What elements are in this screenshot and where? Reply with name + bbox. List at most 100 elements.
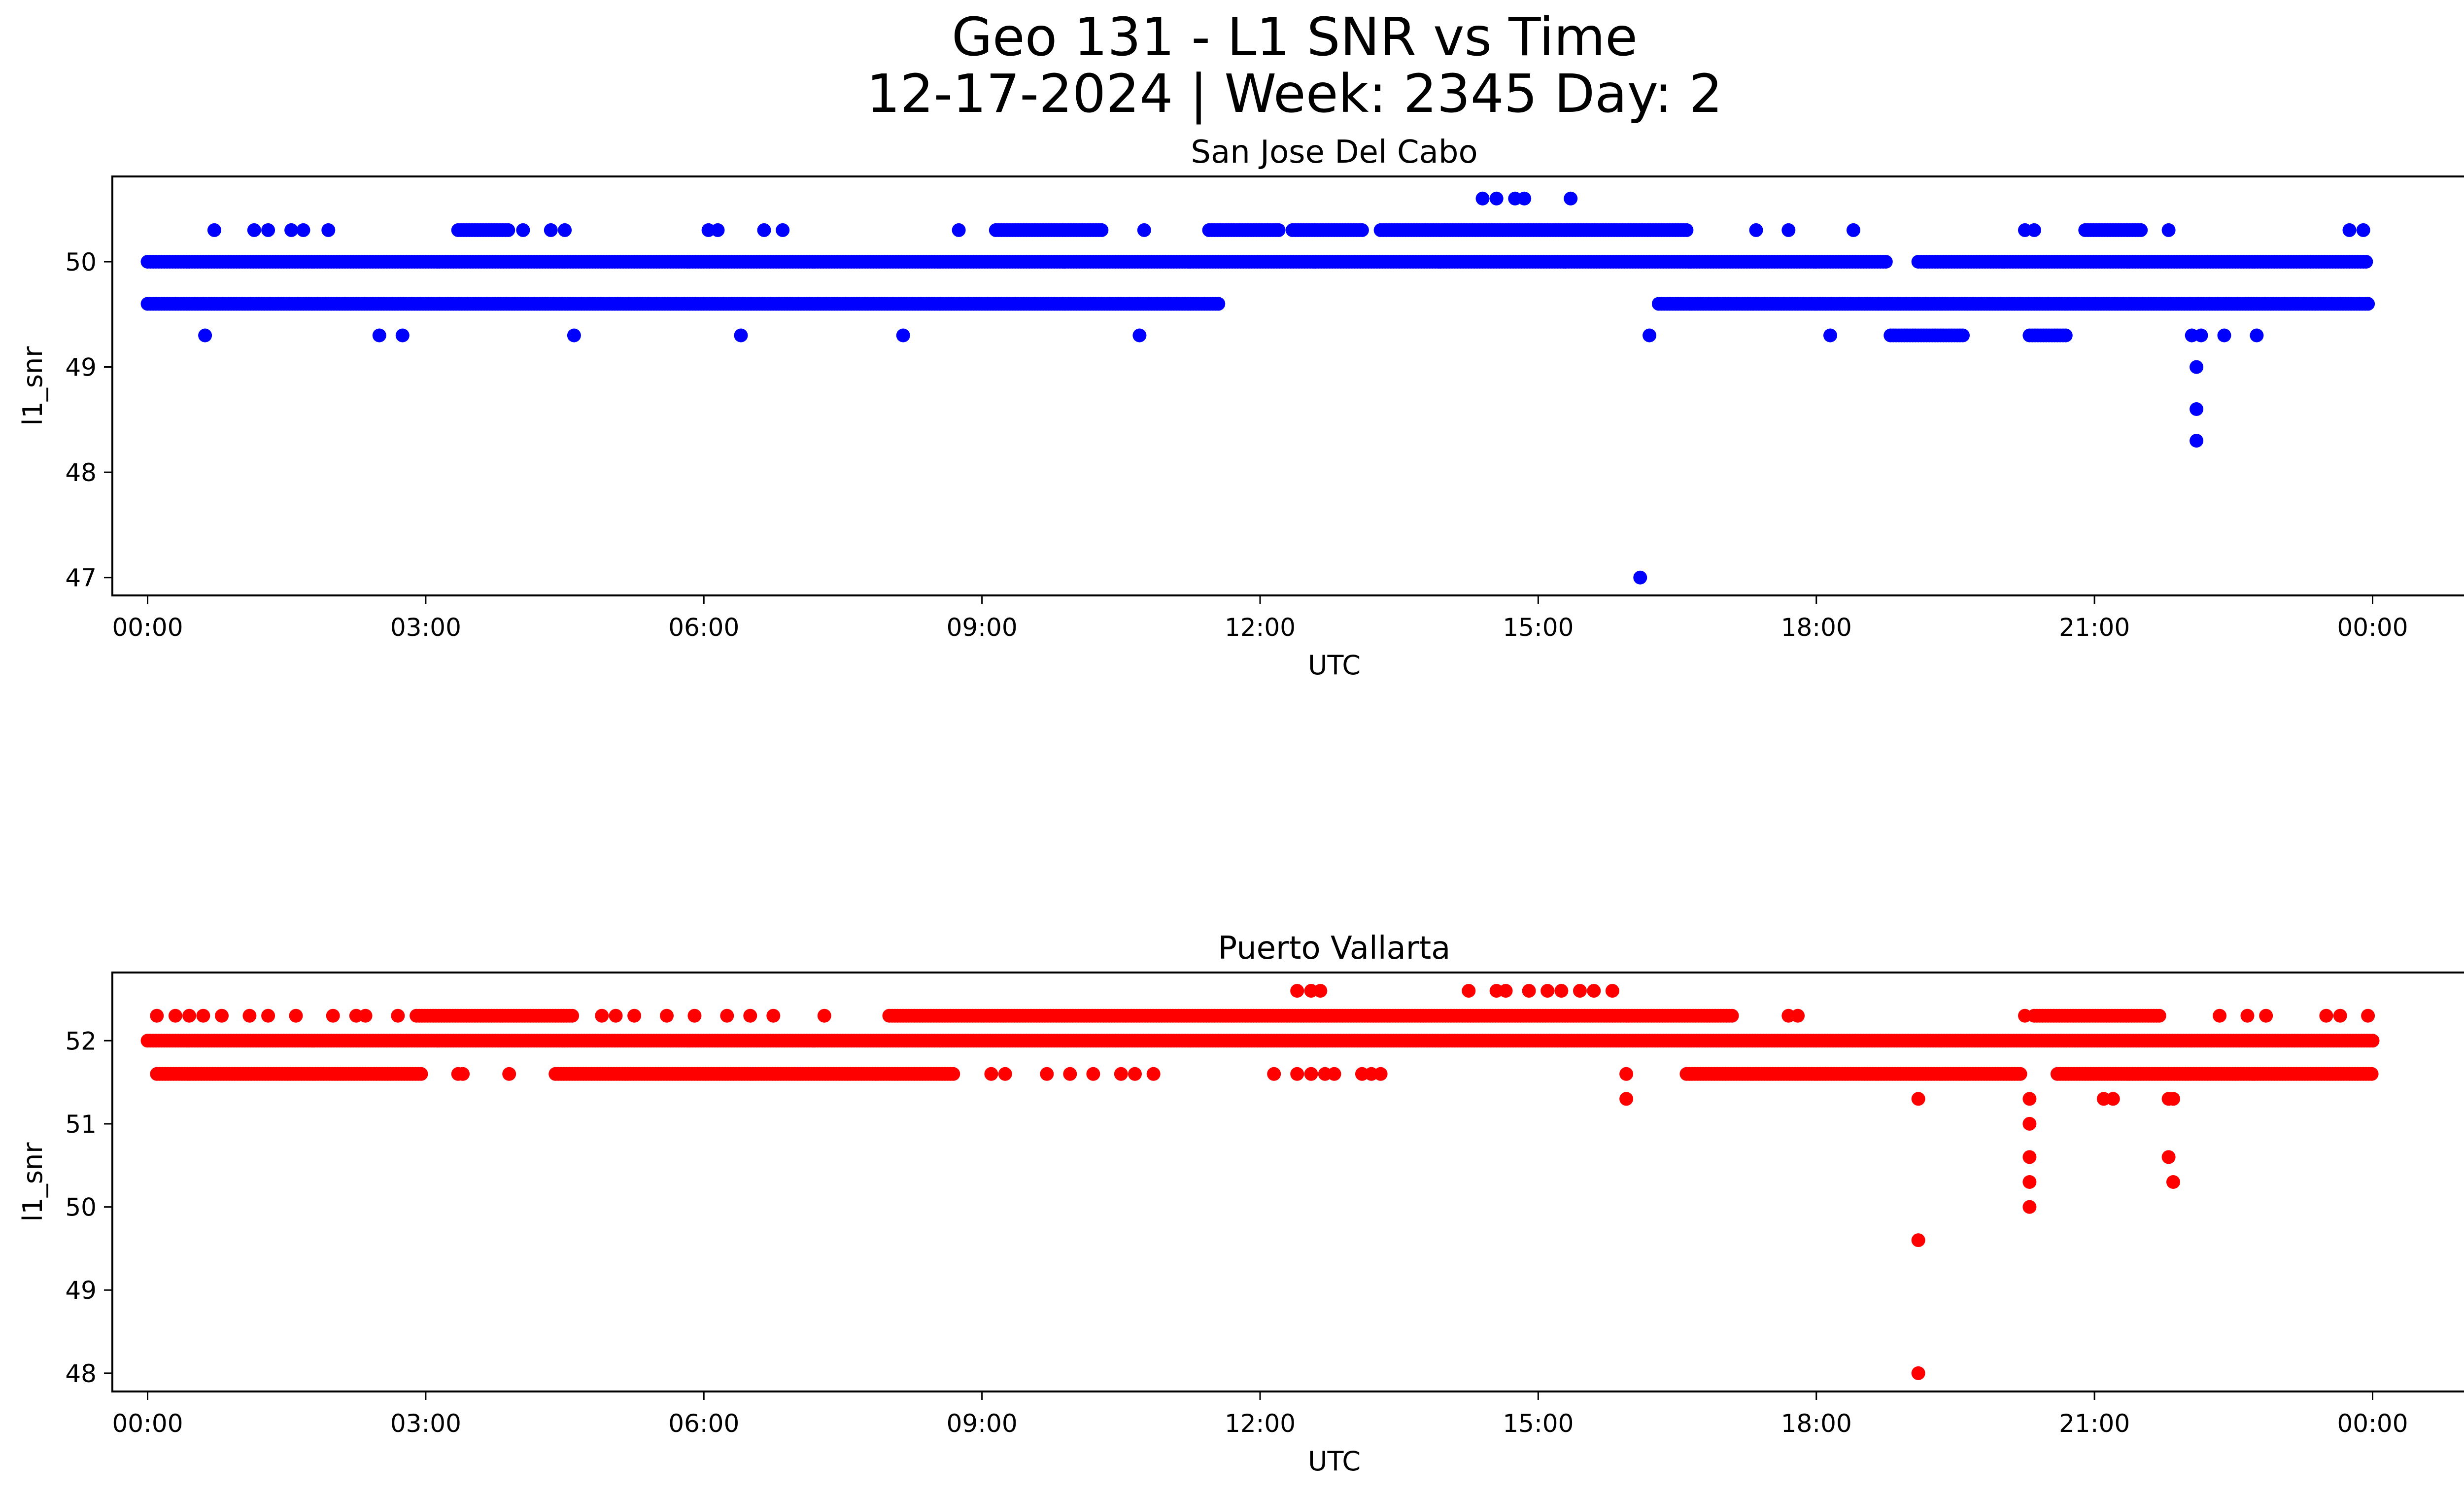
chart-1-data-point (1564, 191, 1578, 206)
chart-1-x-tick-label: 18:00 (1781, 613, 1852, 642)
chart-1-data-point (284, 223, 299, 237)
chart-2-data-point (2365, 1034, 2380, 1048)
chart-1-data-point (2217, 328, 2231, 343)
chart-2-data-point (1619, 1067, 1634, 1081)
chart-2-data-point (720, 1008, 734, 1023)
chart-2-data-point (414, 1067, 428, 1081)
chart-2-x-tick-label: 00:00 (2337, 1409, 2408, 1438)
chart-2-data-point (1540, 984, 1555, 998)
chart-1-data-points (140, 191, 2375, 585)
chart-1-axes-frame (111, 175, 2464, 596)
chart-1-x-tick-label: 21:00 (2059, 613, 2130, 642)
chart-1-data-point (1679, 223, 1694, 237)
chart-2-y-tick-label: 48 (65, 1359, 97, 1388)
chart-2-data-point (766, 1008, 781, 1023)
chart-1-data-point (198, 328, 212, 343)
chart-2-data-point (1462, 984, 1476, 998)
chart-1-x-tick-label: 00:00 (112, 613, 183, 642)
chart-1-data-point (1633, 570, 1647, 585)
chart-2-data-point (565, 1008, 580, 1023)
chart-1-data-point (1132, 328, 1147, 343)
chart-2-data-points (140, 984, 2380, 1380)
chart-2-y-axis-label: l1_snr (17, 1142, 48, 1222)
chart-2-data-point (743, 1008, 757, 1023)
chart-2-data-point (289, 1008, 303, 1023)
chart-2-x-tick-label: 00:00 (112, 1409, 183, 1438)
chart-2-data-point (1086, 1067, 1100, 1081)
chart-2-data-point (2106, 1092, 2120, 1106)
chart-2-data-point (2018, 1008, 2032, 1023)
chart-1-data-point (2161, 223, 2176, 237)
chart-1-x-tick-label: 06:00 (668, 613, 739, 642)
chart-2-data-point (1040, 1067, 1054, 1081)
chart-1-data-point (261, 223, 275, 237)
figure-title-line-1: Geo 131 - L1 SNR vs Time (952, 7, 1638, 68)
chart-2-data-point (150, 1008, 164, 1023)
chart-1-data-point (2027, 223, 2041, 237)
chart-1-data-point (1271, 223, 1286, 237)
chart-1-x-tick-label: 03:00 (390, 613, 461, 642)
chart-2-data-point (1290, 984, 1304, 998)
chart-1-data-point (1095, 223, 1109, 237)
chart-2-y-tick-label: 49 (65, 1276, 97, 1305)
chart-2-data-point (502, 1067, 516, 1081)
chart-2-data-point (2022, 1150, 2037, 1164)
chart-2-data-point (358, 1008, 373, 1023)
chart-1-y-tick-label: 49 (65, 353, 97, 382)
chart-2-data-point (1605, 984, 1619, 998)
chart-2-x-tick-label: 09:00 (947, 1409, 1018, 1438)
chart-1-y-tick-label: 48 (65, 458, 97, 487)
chart-1-data-point (896, 328, 910, 343)
chart-2-data-point (1587, 984, 1601, 998)
chart-2-y-tick-label: 51 (65, 1110, 97, 1139)
chart-2-data-point (215, 1008, 229, 1023)
chart-2-data-point (946, 1067, 960, 1081)
chart-1-x-tick-label: 09:00 (947, 613, 1018, 642)
chart-2-data-point (326, 1008, 340, 1023)
chart-2-y-tick-label: 52 (65, 1027, 97, 1055)
chart-2-data-point (1290, 1067, 1304, 1081)
chart-1-data-point (2356, 223, 2370, 237)
chart-1-x-tick-label: 15:00 (1503, 613, 1574, 642)
chart-2-data-point (1499, 984, 1513, 998)
chart-2-data-point (2213, 1008, 2227, 1023)
chart-2-data-point (1911, 1233, 1925, 1248)
chart-1-data-point (1475, 191, 1490, 206)
chart-1-data-point (1781, 223, 1796, 237)
chart-1-data-point (567, 328, 581, 343)
chart-2-data-point (1911, 1366, 1925, 1380)
chart-2-data-point (1522, 984, 1536, 998)
chart-2-data-point (2022, 1175, 2037, 1189)
chart-2-data-point (1619, 1092, 1634, 1106)
chart-1-x-tick-label: 12:00 (1225, 613, 1296, 642)
chart-2-x-tick-label: 15:00 (1503, 1409, 1574, 1438)
chart-1-data-point (1517, 191, 1532, 206)
chart-2-data-point (2319, 1008, 2333, 1023)
chart-1-x-tick-label: 00:00 (2337, 613, 2408, 642)
chart-1-data-point (501, 223, 515, 237)
chart-1-data-point (2134, 223, 2148, 237)
chart-1-data-point (776, 223, 790, 237)
chart-2-data-point (2240, 1008, 2255, 1023)
chart-1-data-point (2250, 328, 2264, 343)
chart-2-data-point (627, 1008, 642, 1023)
chart-1-data-point (952, 223, 966, 237)
chart-1-title: San Jose Del Cabo (1191, 134, 1477, 171)
chart-2-data-point (2333, 1008, 2347, 1023)
chart-2-data-point (2166, 1092, 2180, 1106)
chart-2-data-point (456, 1067, 470, 1081)
chart-2-data-point (687, 1008, 702, 1023)
chart-2-data-point (2361, 1008, 2375, 1023)
chart-2-x-axis-label: UTC (1308, 1446, 1361, 1477)
chart-2-data-point (2022, 1092, 2037, 1106)
chart-1-y-tick-label: 47 (65, 564, 97, 592)
chart-2-panel: Puerto Vallarta 00:00 03:00 06:00 09:00 12:00… (17, 930, 2464, 1477)
chart-2-data-point (2022, 1116, 2037, 1131)
chart-2-data-point (1146, 1067, 1161, 1081)
chart-1-data-point (372, 328, 386, 343)
chart-1-data-point (1211, 297, 1226, 311)
chart-1-data-point (2342, 223, 2357, 237)
chart-2-data-point (817, 1008, 831, 1023)
chart-2-data-point (1063, 1067, 1077, 1081)
